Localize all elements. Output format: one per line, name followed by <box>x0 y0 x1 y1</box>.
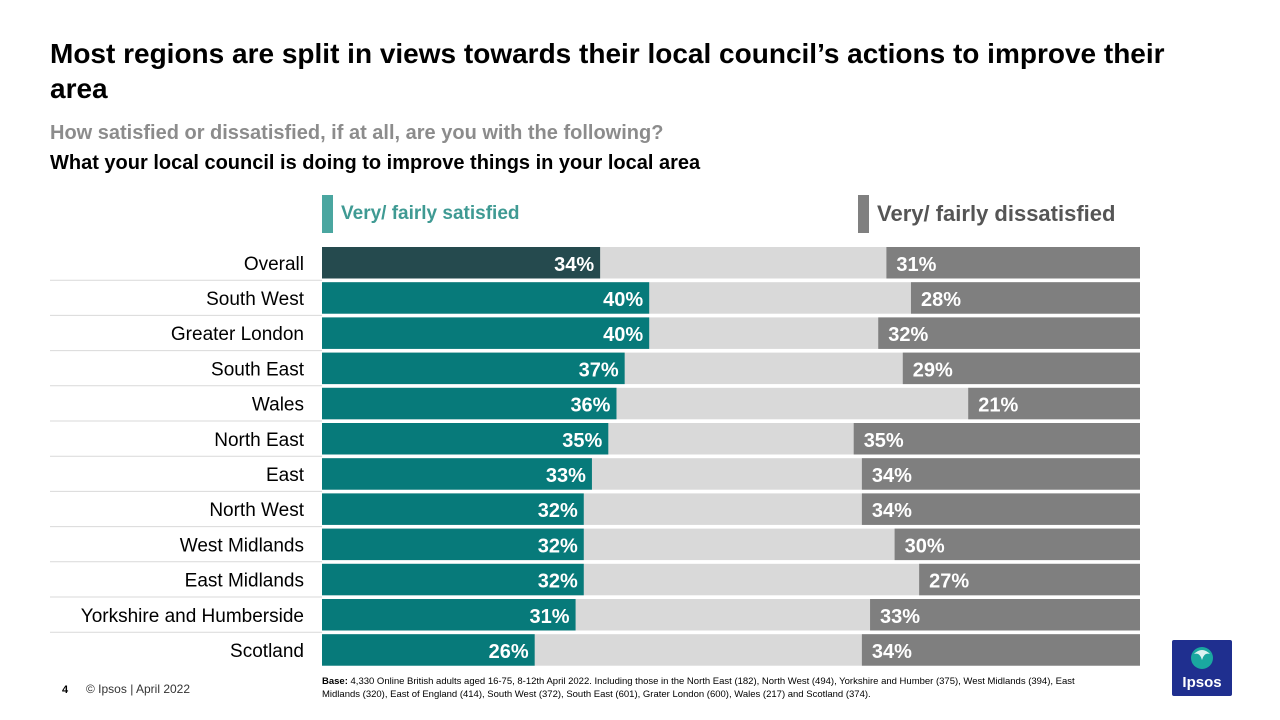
bar-satisfied <box>322 387 617 420</box>
dissatisfied-value-label: 34% <box>872 641 912 663</box>
page-title: Most regions are split in views towards … <box>50 38 1165 104</box>
bar-satisfied <box>322 352 625 385</box>
legend-dissatisfied-label: Very/ fairly dissatisfied <box>877 201 1116 226</box>
dissatisfied-value-label: 34% <box>872 465 912 487</box>
dissatisfied-value-label: 34% <box>872 500 912 522</box>
category-label: Yorkshire and Humberside <box>81 606 304 627</box>
bar-dissatisfied <box>853 423 1140 455</box>
satisfied-value-label: 32% <box>538 571 578 593</box>
satisfied-value-label: 31% <box>530 606 570 628</box>
bar-satisfied <box>322 599 576 631</box>
category-label: East Midlands <box>185 571 304 592</box>
legend-satisfied-marker <box>322 195 333 233</box>
bar-satisfied <box>322 423 609 455</box>
bar-dissatisfied <box>878 317 1140 349</box>
satisfied-value-label: 35% <box>562 430 602 452</box>
bar-satisfied <box>322 493 584 525</box>
dissatisfied-value-label: 29% <box>913 359 953 381</box>
base-text: 4,330 Online British adults aged 16-75, … <box>322 676 1075 700</box>
satisfied-value-label: 36% <box>570 395 610 417</box>
dissatisfied-value-label: 27% <box>929 571 969 593</box>
legend-dissatisfied-marker <box>858 195 869 233</box>
bar-dissatisfied <box>861 634 1140 666</box>
category-label: Overall <box>244 254 304 275</box>
base-label: Base: <box>322 676 348 687</box>
bar-satisfied <box>322 563 584 596</box>
bar-dissatisfied <box>894 528 1140 561</box>
satisfied-value-label: 26% <box>489 641 529 663</box>
bar-dissatisfied <box>861 458 1140 490</box>
bar-dissatisfied <box>870 599 1140 631</box>
bar-satisfied <box>322 634 535 666</box>
category-label: Greater London <box>171 324 304 345</box>
question-text: What your local council is doing to impr… <box>50 152 701 174</box>
chart-subtitle: How satisfied or dissatisfied, if at all… <box>50 122 664 144</box>
ipsos-logo: Ipsos <box>1172 640 1232 696</box>
satisfied-value-label: 40% <box>603 289 643 311</box>
bar-dissatisfied <box>886 247 1140 279</box>
page-number: 4 <box>62 684 69 696</box>
legend-satisfied-label: Very/ fairly satisfied <box>341 203 520 224</box>
category-label: North East <box>214 430 304 451</box>
dissatisfied-value-label: 32% <box>888 324 928 346</box>
satisfied-value-label: 33% <box>546 465 586 487</box>
category-label: South West <box>206 289 305 310</box>
satisfied-value-label: 32% <box>538 535 578 557</box>
bar-dissatisfied <box>910 282 1140 314</box>
logo-mark-icon <box>1191 647 1213 669</box>
dissatisfied-value-label: 28% <box>921 289 961 311</box>
satisfied-value-label: 34% <box>554 254 594 276</box>
category-label: East <box>266 465 305 486</box>
bar-satisfied <box>322 247 601 279</box>
dissatisfied-value-label: 31% <box>896 254 936 276</box>
legend-satisfied: Very/ fairly satisfied <box>322 195 520 233</box>
copyright-text: © Ipsos | April 2022 <box>86 682 191 696</box>
category-label: North West <box>209 500 304 521</box>
bar-satisfied <box>322 282 650 314</box>
category-label: Scotland <box>230 641 304 662</box>
category-label: South East <box>211 359 305 380</box>
dissatisfied-value-label: 35% <box>864 430 904 452</box>
category-label: Wales <box>252 395 304 416</box>
bar-dissatisfied <box>861 493 1140 525</box>
bar-satisfied <box>322 458 592 490</box>
dissatisfied-value-label: 30% <box>905 535 945 557</box>
base-note: Base: 4,330 Online British adults aged 1… <box>322 675 1102 701</box>
bar-dissatisfied <box>919 563 1140 596</box>
dissatisfied-value-label: 21% <box>978 395 1018 417</box>
bar-satisfied <box>322 317 650 349</box>
satisfied-value-label: 37% <box>579 359 619 381</box>
dissatisfied-value-label: 33% <box>880 606 920 628</box>
legend-dissatisfied: Very/ fairly dissatisfied <box>858 195 1115 233</box>
satisfied-value-label: 32% <box>538 500 578 522</box>
bar-dissatisfied <box>902 352 1140 385</box>
bar-dissatisfied <box>968 387 1140 420</box>
category-label: West Midlands <box>180 535 304 556</box>
bar-satisfied <box>322 528 584 561</box>
satisfied-value-label: 40% <box>603 324 643 346</box>
logo-text: Ipsos <box>1182 674 1222 691</box>
